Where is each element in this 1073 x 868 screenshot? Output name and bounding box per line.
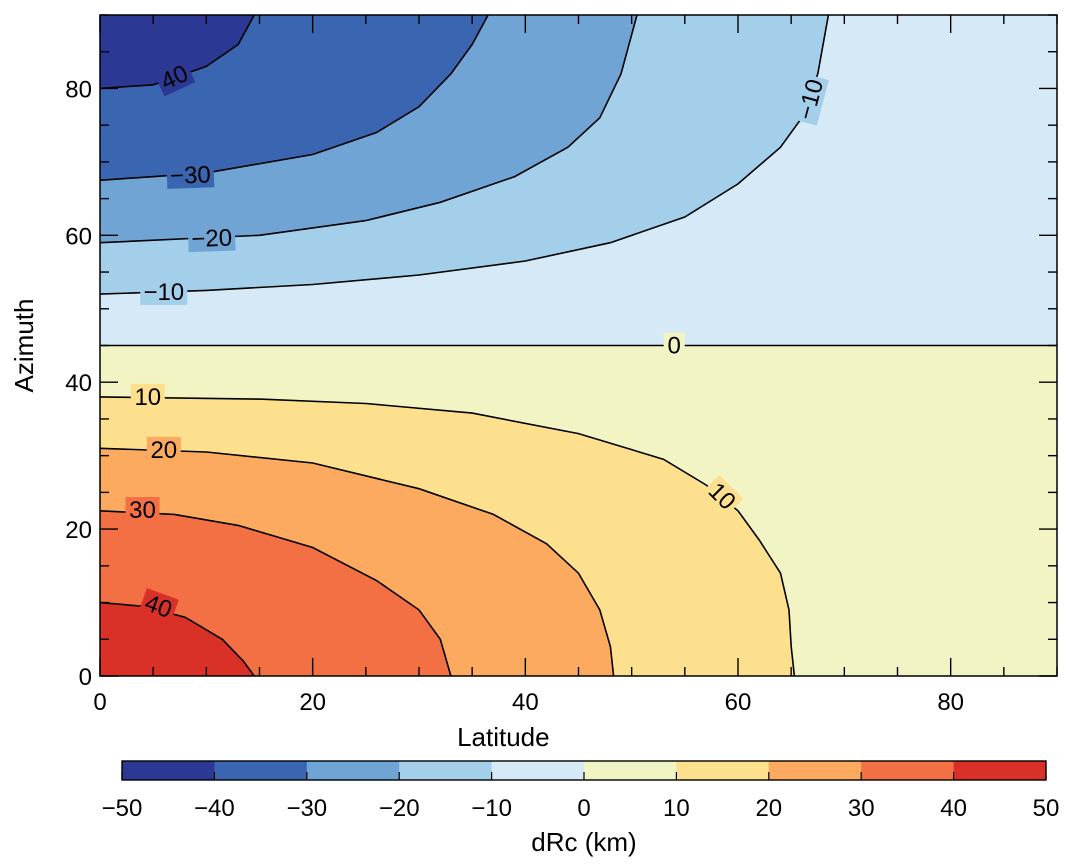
colorbar-tick-label-0: 0 [577,795,590,822]
contour-label-0: 0 [668,333,681,360]
colorbar-segment--50 [122,761,215,780]
y-axis-title: Azimuth [9,299,39,393]
colorbar-segment-20 [768,761,862,780]
contour-line-10 [99,396,796,677]
contour-label-group-10: 10 [130,383,165,411]
colorbar-tick-label--30: −30 [286,795,327,822]
contour-label-bg--10 [140,278,188,305]
contour-label-bg-0 [663,332,685,359]
contour-label-bg-30 [125,497,160,523]
x-tick-label-80: 80 [937,689,964,716]
colorbar-tick-label-40: 40 [940,795,967,822]
axis-tick-layer: 0 20 40 60 80 0 20 40 60 80 [65,14,1058,716]
contour-label--10: −10 [143,279,184,306]
contour-label-group-20: 20 [146,436,181,464]
x-tick-label-0: 0 [93,689,106,716]
contour-label-group-0: 0 [663,332,685,360]
colorbar-segment--10 [491,761,585,780]
colorbar-segment-10 [676,761,770,780]
contour-band-40-to-50 [100,602,255,676]
colorbar-tick-label--50: −50 [102,795,143,822]
colorbar-segment--30 [306,761,400,780]
contour-fill-layer [100,15,1057,676]
contour-label-bg--20 [187,224,236,253]
contour-label-bg--10-alt [791,73,829,126]
contour-label-group--10: −10 [140,278,188,306]
contour-line--40 [99,14,255,90]
colorbar-segment-40 [953,761,1047,780]
colorbar-tick-label-50: 50 [1033,795,1060,822]
y-tick-label-40: 40 [65,370,92,397]
contour-band--50-to--40 [100,15,255,89]
contour-label-10: 10 [134,384,161,411]
contour-line--30 [99,14,489,182]
contour-label-30: 30 [129,497,156,524]
contour-label-group--30: −30 [166,161,215,190]
contour-line--20 [99,14,638,244]
contour-line-30 [99,510,452,677]
contour-line-20 [99,447,615,677]
y-tick-label-0: 0 [79,664,92,691]
colorbar-segment-30 [861,761,955,780]
contour-label-group--20: −20 [187,224,236,253]
colorbar-tick-label-30: 30 [848,795,875,822]
colorbar-segment--40 [214,761,308,780]
colorbar-segment--20 [399,761,493,780]
y-tick-label-60: 60 [65,223,92,250]
colorbar-segment-0 [584,761,677,780]
colorbar-tick-label--20: −20 [379,795,420,822]
x-tick-label-60: 60 [725,689,752,716]
contour-label-20: 20 [150,437,177,464]
contour-label-bg-40 [138,588,179,625]
colorbar: −50 −40 −30 −20 −10 0 10 20 30 40 50 [102,760,1060,822]
contour-label-bg-20 [146,436,181,463]
x-axis-title: Latitude [457,722,550,752]
contour-label-bg--30 [166,161,215,189]
contour-label-bg-10 [130,383,165,410]
contour-line-40 [99,601,255,677]
contour-label--30: −30 [170,161,212,189]
colorbar-title: dRc (km) [531,827,636,857]
y-tick-label-80: 80 [65,76,92,103]
contour-label-bg-10-alt [700,474,744,518]
contour-label-bg--40 [153,58,196,97]
contour-label-group-30: 30 [125,497,160,524]
x-tick-label-20: 20 [299,689,326,716]
y-tick-label-20: 20 [65,517,92,544]
colorbar-tick-label-20: 20 [755,795,782,822]
x-tick-label-40: 40 [512,689,539,716]
contour-label--20: −20 [191,225,233,253]
colorbar-tick-label--40: −40 [194,795,235,822]
colorbar-tick-label--10: −10 [471,795,512,822]
colorbar-tick-label-10: 10 [663,795,690,822]
